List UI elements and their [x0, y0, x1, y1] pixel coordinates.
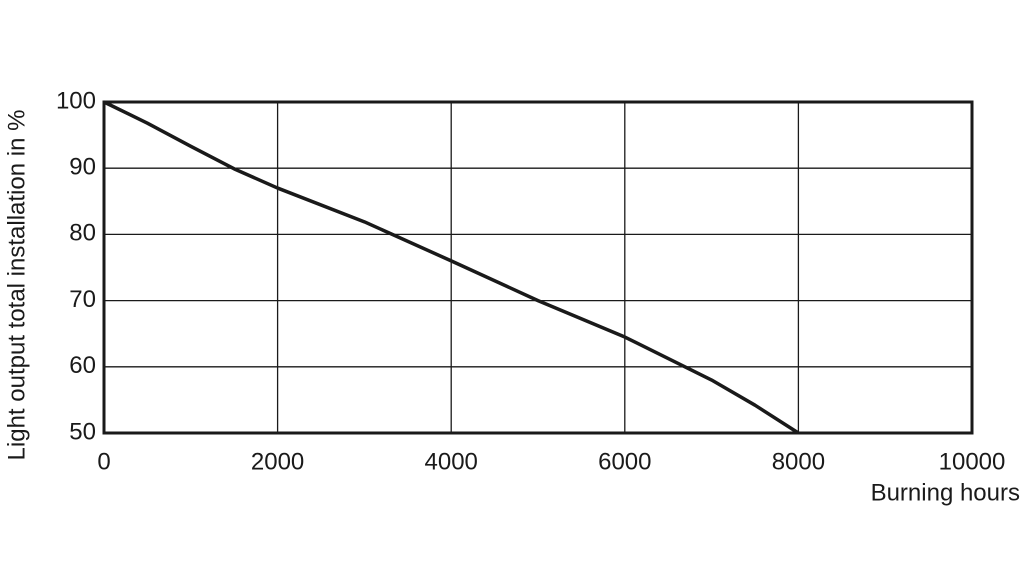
data-line — [103, 100, 800, 435]
x-tick-label: 2000 — [251, 448, 304, 475]
x-tick-label: 10000 — [939, 448, 1006, 475]
x-tick-label: 0 — [97, 448, 110, 475]
y-tick-label: 80 — [69, 220, 96, 247]
x-tick-label: 4000 — [425, 448, 478, 475]
x-tick-label: 8000 — [772, 448, 825, 475]
y-tick-label: 90 — [69, 154, 96, 181]
x-tick-label: 6000 — [598, 448, 651, 475]
y-tick-label: 50 — [69, 418, 96, 445]
y-tick-label: 100 — [56, 87, 96, 114]
x-axis-label: Burning hours — [871, 479, 1020, 506]
y-tick-label: 60 — [69, 352, 96, 379]
plot-frame — [102, 100, 974, 435]
y-tick-label: 70 — [69, 286, 96, 313]
y-axis-label: Light output total installation in % — [3, 110, 30, 461]
